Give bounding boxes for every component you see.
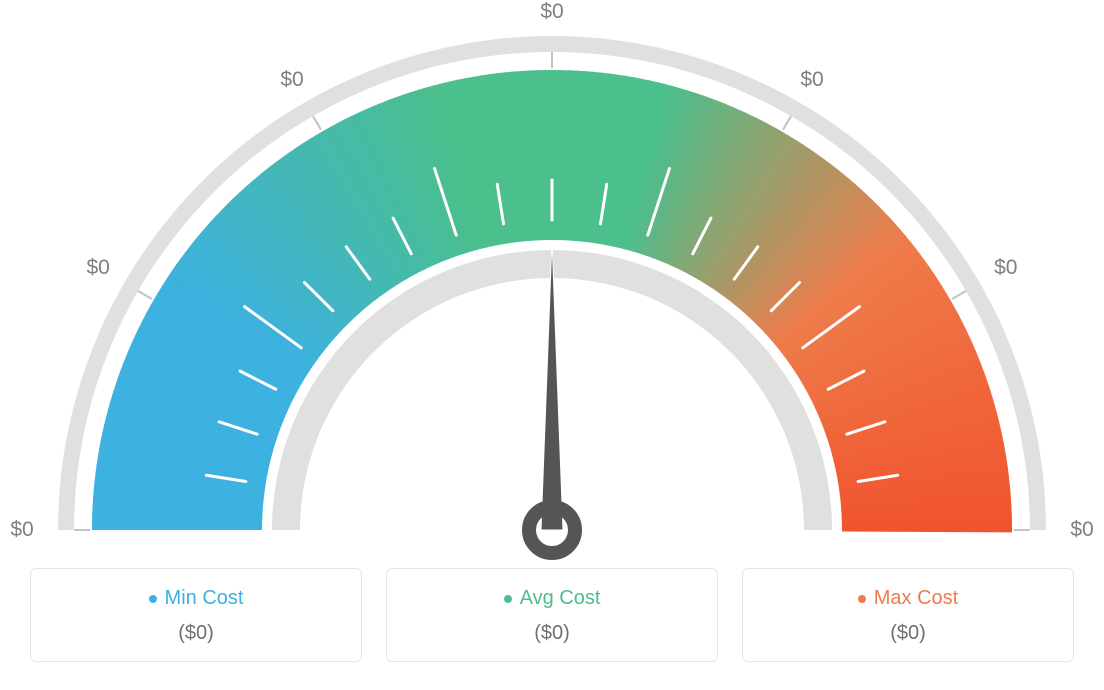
dot-icon-min xyxy=(149,595,157,603)
legend-label-min: Min Cost xyxy=(165,587,244,610)
legend-value-min: ($0) xyxy=(41,622,351,645)
gauge-chart: $0$0$0$0$0$0$0 xyxy=(22,0,1082,560)
gauge-tick-label: $0 xyxy=(10,518,33,542)
legend-card-min: Min Cost ($0) xyxy=(30,568,362,662)
gauge-svg xyxy=(22,0,1082,560)
legend-title-max: Max Cost xyxy=(858,587,958,610)
gauge-tick-label: $0 xyxy=(994,256,1017,280)
legend-title-avg: Avg Cost xyxy=(504,587,601,610)
legend-card-avg: Avg Cost ($0) xyxy=(386,568,718,662)
dot-icon-max xyxy=(858,595,866,603)
legend-row: Min Cost ($0) Avg Cost ($0) Max Cost ($0… xyxy=(30,568,1074,662)
dot-icon-avg xyxy=(504,595,512,603)
legend-label-max: Max Cost xyxy=(874,587,958,610)
legend-label-avg: Avg Cost xyxy=(520,587,601,610)
legend-title-min: Min Cost xyxy=(149,587,244,610)
legend-card-max: Max Cost ($0) xyxy=(742,568,1074,662)
gauge-tick-label: $0 xyxy=(540,0,563,24)
legend-value-max: ($0) xyxy=(753,622,1063,645)
legend-value-avg: ($0) xyxy=(397,622,707,645)
gauge-tick-label: $0 xyxy=(800,68,823,92)
gauge-tick-label: $0 xyxy=(280,68,303,92)
gauge-tick-label: $0 xyxy=(87,256,110,280)
gauge-tick-label: $0 xyxy=(1070,518,1093,542)
